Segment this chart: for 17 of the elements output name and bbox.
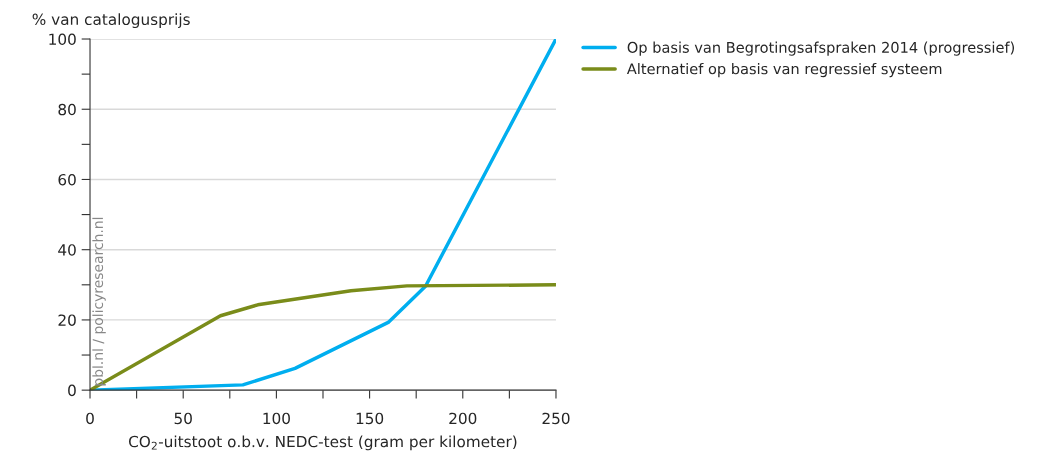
y-tick-label: 20 [58, 314, 76, 326]
x-tick-label: 200 [449, 412, 477, 425]
y-tick-label: 0 [68, 384, 76, 397]
x-tick-label: 100 [263, 412, 290, 425]
y-axis-title: % van catalogusprijs [32, 13, 190, 29]
x-tick-label: 150 [356, 412, 384, 425]
annotation: pbl.nl / policyresearch.nl [92, 217, 106, 386]
y-tick-label: 100 [49, 33, 76, 46]
x-tick-label: 250 [542, 412, 570, 425]
x-tick-label: 50 [174, 412, 192, 425]
y-tick-label: 60 [58, 173, 76, 186]
y-tick-label: 80 [58, 103, 76, 116]
y-tick-label: 40 [58, 244, 76, 256]
x-axis-title: CO$_{2}$-uitstoot o.b.v. NEDC-test (gram per kilometer) [128, 435, 517, 451]
x-tick-label: 0 [86, 412, 94, 425]
legend-label: Alternatief op basis van regressief systeem [626, 63, 942, 78]
legend-label: Op basis van Begrotingsafspraken 2014 (progressief) [627, 41, 1015, 56]
